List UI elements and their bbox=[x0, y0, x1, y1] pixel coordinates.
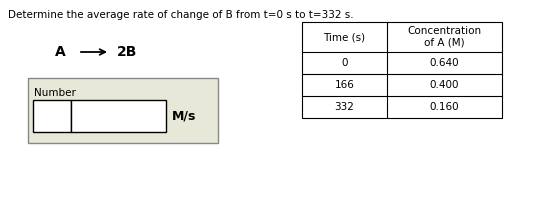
Text: 0.400: 0.400 bbox=[430, 80, 459, 90]
Text: M/s: M/s bbox=[172, 110, 196, 122]
Text: 0: 0 bbox=[341, 58, 348, 68]
Text: Time (s): Time (s) bbox=[323, 32, 366, 42]
Bar bbox=[71, 100, 166, 132]
Text: 166: 166 bbox=[334, 80, 354, 90]
Text: A: A bbox=[55, 45, 66, 59]
Bar bbox=[302, 22, 502, 118]
Bar bbox=[33, 100, 71, 132]
Text: Concentration
of A (M): Concentration of A (M) bbox=[407, 26, 481, 48]
Text: 332: 332 bbox=[334, 102, 354, 112]
Text: 0.640: 0.640 bbox=[430, 58, 459, 68]
Text: Determine the average rate of change of B from t=0 s to t=332 s.: Determine the average rate of change of … bbox=[8, 10, 354, 20]
Bar bbox=[28, 78, 218, 143]
Text: 2B: 2B bbox=[117, 45, 137, 59]
Text: Number: Number bbox=[34, 88, 76, 98]
Text: 0.160: 0.160 bbox=[430, 102, 459, 112]
